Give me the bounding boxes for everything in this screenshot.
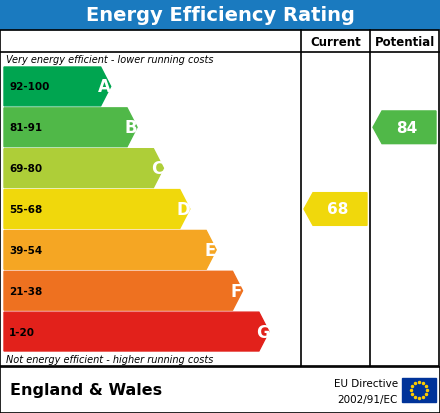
Polygon shape bbox=[373, 112, 436, 144]
Text: E: E bbox=[205, 241, 216, 259]
Polygon shape bbox=[4, 109, 137, 147]
Polygon shape bbox=[4, 272, 242, 311]
Text: 39-54: 39-54 bbox=[9, 245, 42, 255]
Text: England & Wales: England & Wales bbox=[10, 382, 162, 398]
Polygon shape bbox=[4, 190, 190, 229]
Polygon shape bbox=[4, 150, 163, 188]
Text: Very energy efficient - lower running costs: Very energy efficient - lower running co… bbox=[6, 55, 213, 65]
Text: F: F bbox=[231, 282, 242, 300]
Polygon shape bbox=[4, 68, 111, 107]
Text: D: D bbox=[177, 201, 191, 218]
Bar bbox=[0, 0, 440, 30]
Text: A: A bbox=[98, 78, 111, 96]
Text: 21-38: 21-38 bbox=[9, 286, 42, 296]
Text: 2002/91/EC: 2002/91/EC bbox=[337, 394, 398, 404]
Text: G: G bbox=[256, 323, 270, 341]
Text: B: B bbox=[125, 119, 137, 137]
Bar bbox=[402, 378, 436, 402]
Text: 81-91: 81-91 bbox=[9, 123, 42, 133]
Text: C: C bbox=[151, 160, 164, 178]
Text: 69-80: 69-80 bbox=[9, 164, 42, 174]
Text: 92-100: 92-100 bbox=[9, 82, 49, 92]
Text: 1-20: 1-20 bbox=[9, 327, 35, 337]
Text: Current: Current bbox=[310, 36, 361, 48]
Text: Energy Efficiency Rating: Energy Efficiency Rating bbox=[85, 5, 355, 24]
Text: 55-68: 55-68 bbox=[9, 204, 42, 214]
Text: 84: 84 bbox=[396, 121, 417, 135]
Text: EU Directive: EU Directive bbox=[334, 378, 398, 388]
Polygon shape bbox=[4, 312, 269, 351]
Text: Potential: Potential bbox=[374, 36, 435, 48]
Polygon shape bbox=[304, 193, 367, 226]
Bar bbox=[0, 31, 439, 366]
Text: 68: 68 bbox=[327, 202, 348, 217]
Polygon shape bbox=[4, 231, 216, 270]
Text: Not energy efficient - higher running costs: Not energy efficient - higher running co… bbox=[6, 354, 213, 364]
